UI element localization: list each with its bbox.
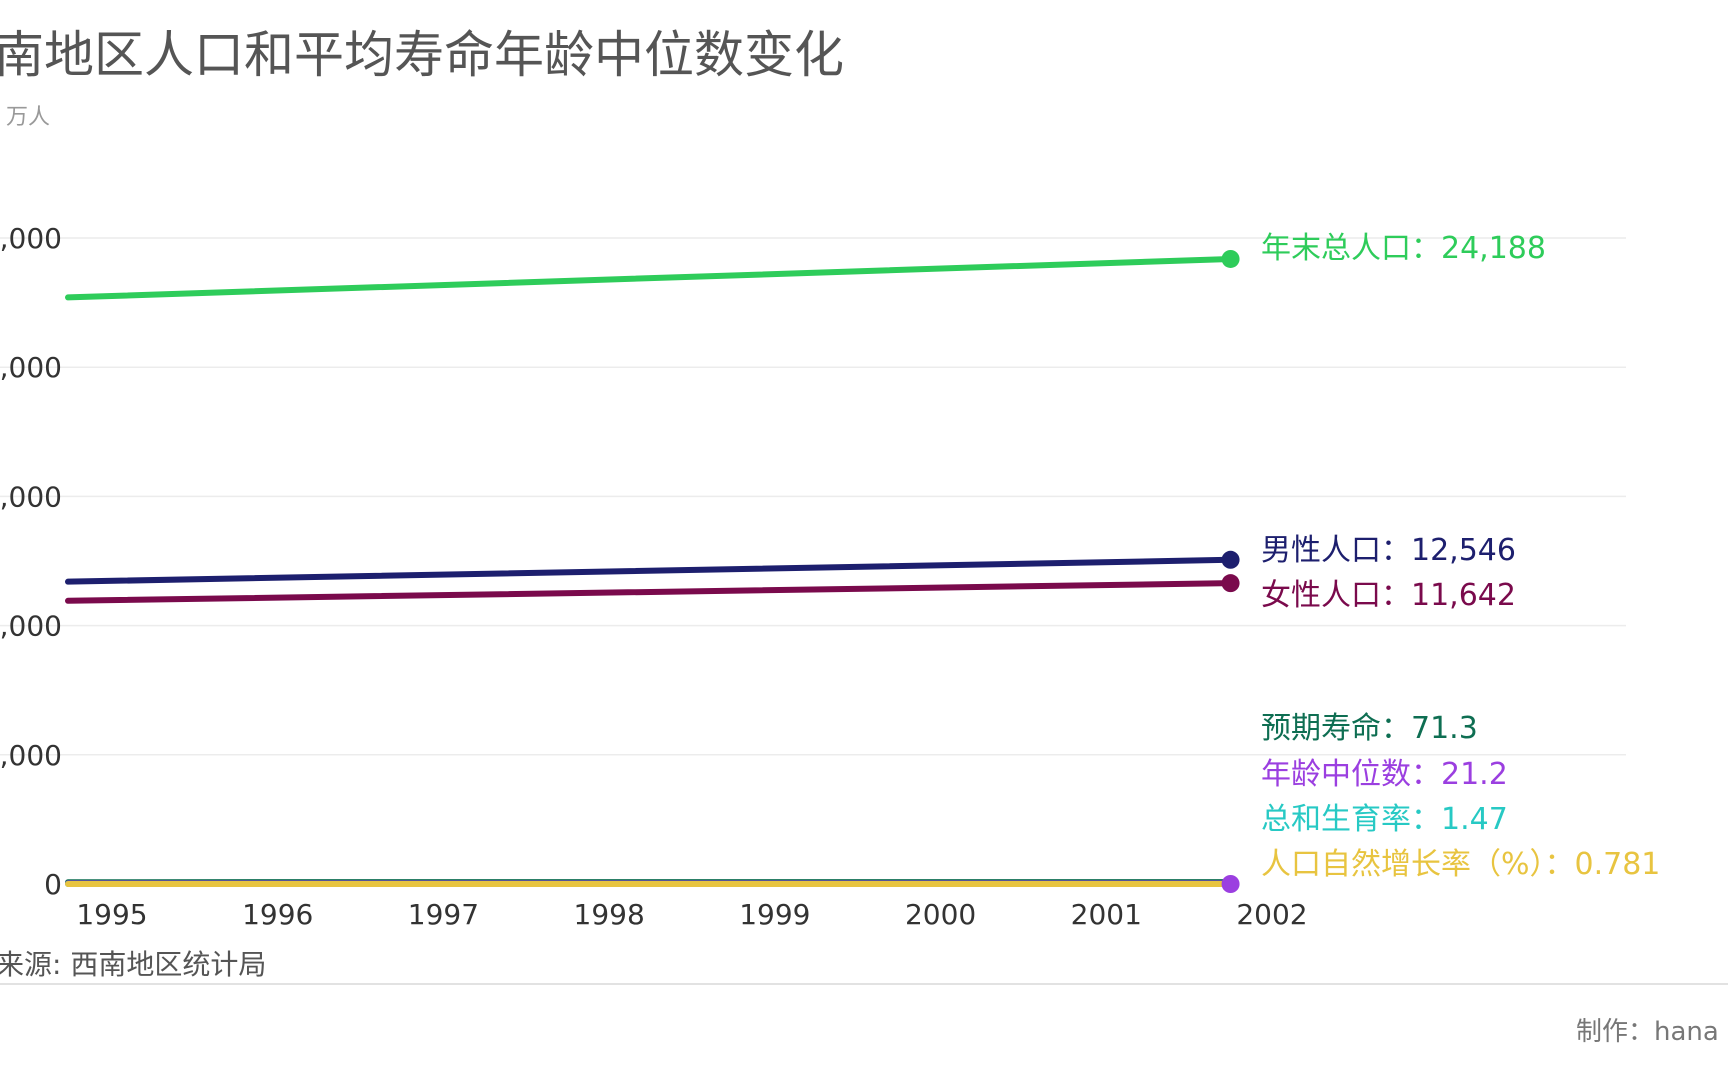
credit-note: 制作：hana xyxy=(1576,1017,1719,1047)
y-axis-ticks: ,000 ,000 ,000 ,000 ,000 0 xyxy=(0,222,62,901)
y-unit-label: 万人 xyxy=(6,105,50,130)
series-end-label: 年龄中位数：21.2 xyxy=(1261,757,1508,792)
y-tick-label: 0 xyxy=(44,868,62,901)
x-tick-label: 2001 xyxy=(1071,898,1142,931)
series-line xyxy=(65,556,1234,585)
y-tick-label: ,000 xyxy=(0,351,62,384)
x-tick-label: 1995 xyxy=(76,898,147,931)
series-end-point xyxy=(1221,550,1240,569)
x-tick-label: 1997 xyxy=(408,898,479,931)
y-tick-label: ,000 xyxy=(0,739,62,772)
x-axis-ticks: 1995 1996 1997 1998 1999 2000 2001 2002 xyxy=(76,898,1307,931)
series-end-label: 人口自然增长率（%）：0.781 xyxy=(1261,847,1660,882)
series-end-point xyxy=(1221,875,1240,893)
series-end-point xyxy=(1221,249,1240,268)
series-end-point xyxy=(1221,574,1240,593)
series-end-label: 年末总人口：24,188 xyxy=(1261,231,1546,266)
series-line xyxy=(65,255,1234,301)
y-tick-label: ,000 xyxy=(0,222,62,255)
source-note: 来源: 西南地区统计局 xyxy=(0,948,266,981)
x-tick-label: 2002 xyxy=(1236,898,1307,931)
chart-title: 南地区人口和平均寿命年龄中位数变化 xyxy=(0,26,844,84)
y-tick-label: ,000 xyxy=(0,610,62,643)
gridlines xyxy=(0,237,1626,756)
x-tick-label: 1996 xyxy=(242,898,313,931)
series-end-label: 男性人口：12,546 xyxy=(1261,533,1516,568)
series-end-label: 女性人口：11,642 xyxy=(1261,578,1516,613)
x-tick-label: 2000 xyxy=(905,898,976,931)
x-tick-label: 1998 xyxy=(574,898,645,931)
series-end-label: 总和生育率：1.47 xyxy=(1261,802,1508,837)
series-lines xyxy=(65,249,1240,893)
y-tick-label: ,000 xyxy=(0,480,62,513)
series-labels: 年末总人口：24,188 男性人口：12,546 女性人口：11,642 预期寿命：7… xyxy=(1261,231,1660,882)
x-tick-label: 1999 xyxy=(739,898,810,931)
series-line xyxy=(65,580,1234,604)
series-end-label: 预期寿命：71.3 xyxy=(1261,711,1478,746)
